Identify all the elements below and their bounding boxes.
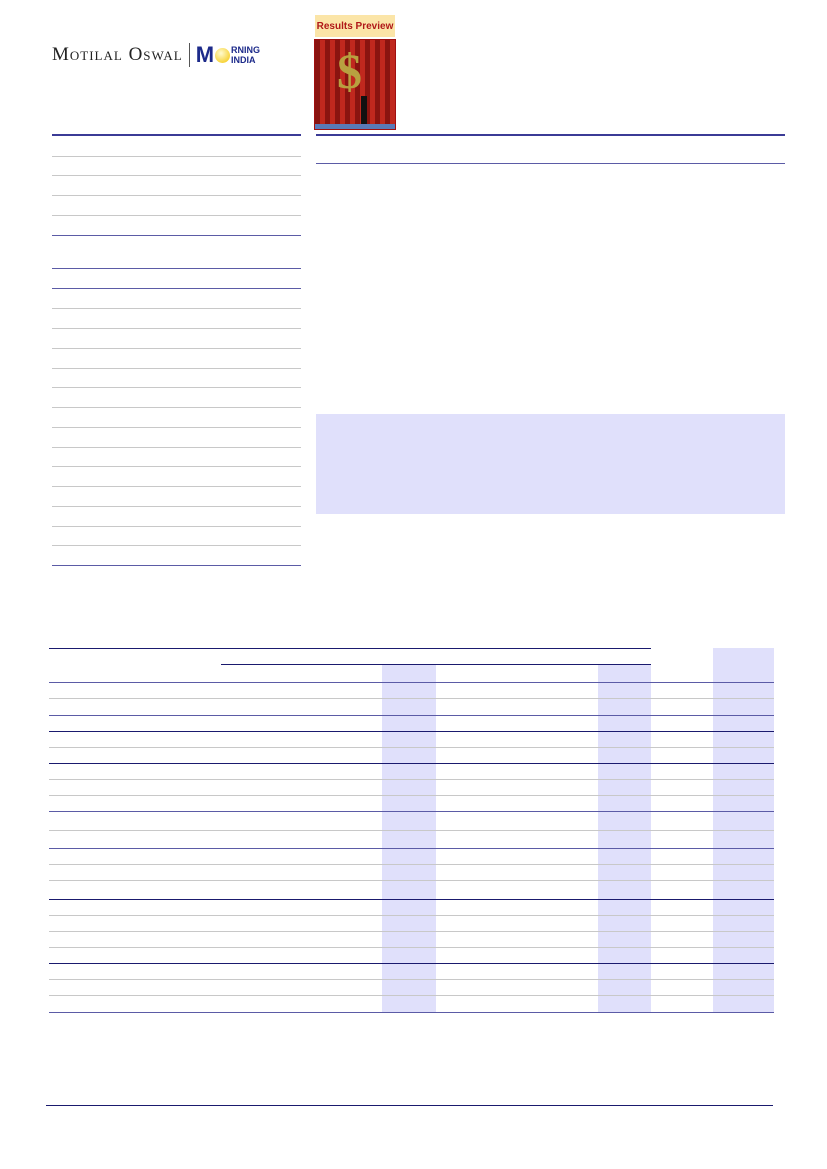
table-row-rule: [49, 763, 774, 764]
sidebar-section-rule: [52, 288, 301, 289]
table-group-rule: [221, 664, 651, 665]
sidebar-row-rule: [52, 156, 301, 157]
dollar-sign-stage-image: $: [314, 39, 396, 130]
table-row-rule: [49, 995, 774, 996]
sidebar-row-rule: [52, 427, 301, 428]
sidebar-section-rule: [52, 235, 301, 236]
logo-m: M: [195, 42, 215, 67]
table-row-rule: [49, 1012, 774, 1013]
sidebar-top-rule: [52, 134, 301, 136]
main-top-rule: [316, 134, 785, 136]
logo-bottom: INDIA: [231, 55, 256, 65]
table-row-rule: [49, 811, 774, 812]
sidebar-row-rule: [52, 308, 301, 309]
brand-name: Motilal Oswal: [52, 44, 183, 65]
table-row-rule: [49, 715, 774, 716]
motilal-oswal-morning-india-logo: Motilal Oswal M RNING INDIA: [52, 42, 260, 68]
person-figure: [361, 96, 367, 126]
table-row-rule: [49, 915, 774, 916]
table-shaded-column: [382, 664, 436, 1012]
sidebar-row-rule: [52, 387, 301, 388]
logo-stack: RNING INDIA: [231, 45, 260, 65]
sidebar-row-rule: [52, 368, 301, 369]
table-top-rule: [49, 648, 651, 649]
sidebar-row-rule: [52, 506, 301, 507]
sidebar-row-rule: [52, 195, 301, 196]
table-row-rule: [49, 979, 774, 980]
sidebar-row-rule: [52, 328, 301, 329]
table-row-rule: [49, 731, 774, 732]
sidebar-row-rule: [52, 466, 301, 467]
table-row-rule: [49, 880, 774, 881]
sidebar-row-rule: [52, 175, 301, 176]
sidebar-row-rule: [52, 486, 301, 487]
sidebar-row-rule: [52, 215, 301, 216]
table-row-rule: [49, 698, 774, 699]
sidebar-row-rule: [52, 545, 301, 546]
sun-icon: [215, 47, 231, 63]
highlight-box: [316, 414, 785, 514]
table-row-rule: [49, 682, 774, 683]
footer-rule: [46, 1105, 773, 1106]
table-row-rule: [49, 963, 774, 964]
sidebar-row-rule: [52, 348, 301, 349]
sidebar-section-rule: [52, 268, 301, 269]
sidebar-bottom-rule: [52, 565, 301, 566]
table-row-rule: [49, 830, 774, 831]
results-preview-badge: Results Preview: [315, 15, 395, 37]
logo-top: RNING: [231, 45, 261, 55]
table-row-rule: [49, 848, 774, 849]
table-row-rule: [49, 931, 774, 932]
table-row-rule: [49, 747, 774, 748]
logo-divider: [188, 43, 190, 67]
table-row-rule: [49, 864, 774, 865]
sidebar-row-rule: [52, 526, 301, 527]
table-row-rule: [49, 899, 774, 900]
sidebar-row-rule: [52, 407, 301, 408]
table-row-rule: [49, 947, 774, 948]
table-row-rule: [49, 795, 774, 796]
stage-floor: [315, 124, 395, 129]
table-shaded-column: [598, 664, 651, 1012]
sidebar-row-rule: [52, 447, 301, 448]
dollar-icon: $: [337, 43, 362, 99]
table-row-rule: [49, 779, 774, 780]
main-heading-rule: [316, 163, 785, 164]
